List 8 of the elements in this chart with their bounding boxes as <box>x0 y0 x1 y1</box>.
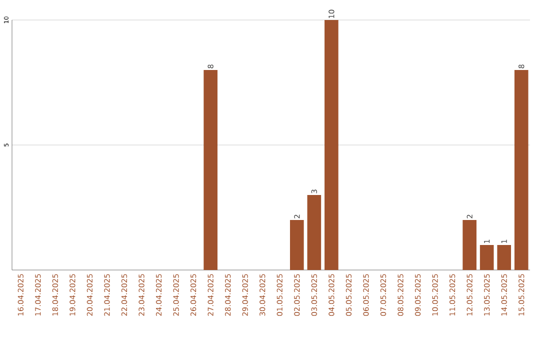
bar <box>324 20 338 270</box>
bar <box>462 220 476 270</box>
bar <box>480 245 494 270</box>
bar <box>290 220 304 270</box>
bar <box>514 70 528 270</box>
bar <box>204 70 218 270</box>
bar <box>497 245 512 270</box>
bar <box>307 195 322 270</box>
